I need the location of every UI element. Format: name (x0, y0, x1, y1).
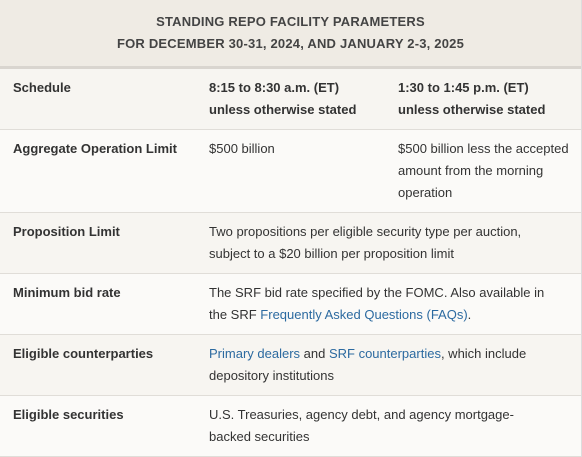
table-cell: $500 billion less the accepted amount fr… (398, 138, 573, 204)
table-row: Eligible counterparties Primary dealers a… (0, 335, 581, 396)
row-label: Eligible securities (13, 407, 124, 422)
row-label: Minimum bid rate (13, 285, 121, 300)
title-line: FOR DECEMBER 30-31, 2024, AND JANUARY 2-… (116, 36, 465, 51)
text-link[interactable]: SRF counterparties (328, 346, 441, 361)
table-cell: Primary dealers and SRF counterparties, … (209, 343, 573, 387)
cell-text: and (300, 346, 329, 361)
cell-text: . (467, 307, 472, 322)
cell-text: , which include depository institutions (209, 346, 527, 383)
table-row: Minimum bid rate The SRF bid rate specifi… (0, 274, 581, 335)
cell-text: unless otherwise stated (398, 102, 546, 117)
table-row: Eligible securities U.S. Treasuries, agen… (0, 396, 581, 457)
cell-text: The SRF bid rate specified by the FOMC. … (209, 285, 545, 322)
title-line: STANDING REPO FACILITY PARAMETERS (156, 14, 425, 29)
table-cell: U.S. Treasuries, agency debt, and agency… (209, 404, 573, 448)
cell-text: 8:15 to 8:30 a.m. (ET) (209, 80, 340, 95)
table-row: Proposition Limit Two propositions per el… (0, 213, 581, 274)
row-label: Proposition Limit (13, 224, 120, 239)
table-header: STANDING REPO FACILITY PARAMETERS FOR DE… (0, 0, 581, 69)
cell-text: U.S. Treasuries, agency debt, and agency… (209, 407, 514, 444)
row-label: Eligible counterparties (13, 346, 154, 361)
cell-text: 1:30 to 1:45 p.m. (ET) (398, 80, 529, 95)
cell-text: Two propositions per eligible security t… (209, 224, 522, 261)
table-row: Schedule 8:15 to 8:30 a.m. (ET) unless oth… (0, 69, 581, 130)
table-cell: 8:15 to 8:30 a.m. (ET) unless otherwise s… (209, 77, 398, 121)
row-label: Schedule (13, 80, 71, 95)
cell-text: $500 billion (209, 141, 275, 156)
cell-text: unless otherwise stated (209, 102, 357, 117)
cell-text: $500 billion less the accepted amount fr… (398, 141, 569, 200)
table-cell: $500 billion (209, 138, 398, 204)
text-link[interactable]: Primary dealers (209, 346, 301, 361)
table-cell: Two propositions per eligible security t… (209, 221, 573, 265)
text-link[interactable]: Frequently Asked Questions (FAQs) (260, 307, 468, 322)
row-label: Aggregate Operation Limit (13, 141, 177, 156)
table-cell: 1:30 to 1:45 p.m. (ET) unless otherwise s… (398, 77, 573, 121)
table-row: Aggregate Operation Limit $500 billion $50… (0, 130, 581, 213)
table-body: Schedule 8:15 to 8:30 a.m. (ET) unless oth… (0, 69, 581, 457)
table-cell: The SRF bid rate specified by the FOMC. … (209, 282, 573, 326)
